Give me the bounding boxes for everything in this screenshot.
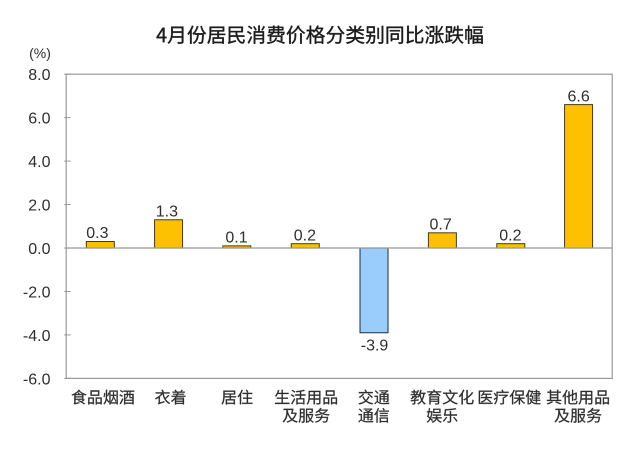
svg-text:0.2: 0.2 (294, 227, 316, 244)
svg-text:-3.9: -3.9 (361, 338, 389, 355)
svg-text:0.7: 0.7 (429, 217, 451, 234)
svg-text:0.0: 0.0 (28, 241, 50, 258)
svg-text:6.0: 6.0 (28, 111, 50, 128)
svg-text:2.0: 2.0 (28, 197, 50, 214)
svg-text:1.3: 1.3 (156, 203, 178, 220)
svg-text:-6.0: -6.0 (23, 371, 51, 388)
svg-text:0.2: 0.2 (499, 227, 521, 244)
svg-text:(%): (%) (29, 45, 51, 61)
svg-text:4.0: 4.0 (28, 154, 50, 171)
svg-text:-2.0: -2.0 (23, 284, 51, 301)
svg-text:0.1: 0.1 (225, 230, 247, 247)
svg-text:8.0: 8.0 (28, 67, 50, 84)
svg-text:-4.0: -4.0 (23, 328, 51, 345)
svg-text:0.3: 0.3 (86, 225, 108, 242)
svg-text:6.6: 6.6 (567, 88, 589, 105)
